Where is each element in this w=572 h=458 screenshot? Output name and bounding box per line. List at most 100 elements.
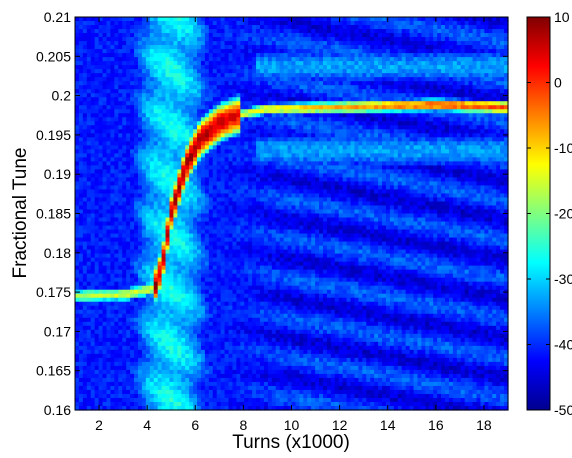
heatmap-cell: [177, 109, 182, 114]
heatmap-cell: [224, 333, 230, 339]
heatmap-cell: [185, 89, 190, 94]
heatmap-cell: [267, 397, 273, 403]
heatmap-cell: [98, 69, 104, 74]
heatmap-cell: [181, 357, 186, 363]
heatmap-cell: [126, 385, 131, 391]
heatmap-cell: [267, 137, 273, 142]
heatmap-cell: [271, 221, 277, 227]
heatmap-cell: [260, 189, 265, 195]
heatmap-cell: [106, 321, 112, 327]
heatmap-cell: [244, 121, 249, 126]
heatmap-cell: [157, 245, 163, 251]
heatmap-cell: [149, 365, 155, 371]
heatmap-cell: [224, 121, 230, 126]
heatmap-cell: [169, 109, 175, 114]
heatmap-cell: [236, 57, 241, 62]
heatmap-cell: [181, 93, 186, 98]
heatmap-cell: [75, 253, 80, 259]
heatmap-cell: [118, 141, 123, 146]
heatmap-cell: [244, 201, 249, 207]
heatmap-cell: [228, 53, 234, 58]
heatmap-cell: [200, 237, 206, 243]
heatmap-cell: [122, 269, 127, 275]
heatmap-cell: [130, 105, 135, 110]
heatmap-cell: [193, 349, 198, 355]
heatmap-cell: [102, 97, 108, 102]
heatmap-cell: [173, 245, 178, 251]
heatmap-cell: [220, 61, 226, 66]
heatmap-cell: [181, 145, 186, 150]
heatmap-cell: [110, 365, 115, 371]
heatmap-cell: [177, 73, 182, 78]
heatmap-cell: [161, 273, 167, 279]
heatmap-cell: [102, 173, 108, 179]
heatmap-cell: [153, 317, 159, 323]
heatmap-cell: [193, 229, 198, 235]
heatmap-cell: [248, 269, 253, 275]
heatmap-cell: [102, 381, 108, 387]
heatmap-cell: [149, 273, 155, 279]
heatmap-cell: [197, 73, 202, 78]
heatmap-cell: [193, 149, 198, 154]
heatmap-cell: [244, 321, 249, 327]
heatmap-cell: [200, 349, 206, 355]
heatmap-cell: [165, 85, 171, 90]
heatmap-cell: [228, 205, 234, 211]
heatmap-cell: [216, 73, 222, 78]
heatmap-cell: [141, 249, 147, 255]
heatmap-cell: [126, 313, 131, 319]
heatmap-cell: [204, 397, 210, 403]
heatmap-cell: [267, 21, 273, 26]
heatmap-cell: [82, 277, 88, 283]
heatmap-cell: [75, 357, 80, 363]
heatmap-cell: [90, 241, 96, 247]
heatmap-cell: [208, 349, 214, 355]
heatmap-cell: [212, 41, 218, 46]
heatmap-cell: [122, 397, 127, 403]
heatmap-cell: [165, 397, 171, 403]
heatmap-cell: [169, 205, 175, 211]
heatmap-cell: [134, 205, 139, 211]
heatmap-cell: [90, 153, 96, 158]
heatmap-cell: [232, 397, 237, 403]
heatmap-cell: [173, 293, 178, 299]
heatmap-cell: [260, 305, 265, 311]
heatmap-cell: [220, 85, 226, 90]
heatmap-cell: [165, 345, 171, 351]
heatmap-cell: [106, 265, 112, 271]
heatmap-cell: [256, 353, 261, 359]
heatmap-cell: [102, 273, 108, 279]
heatmap-cell: [90, 121, 96, 126]
heatmap-cell: [256, 405, 261, 411]
heatmap-cell: [177, 113, 182, 118]
heatmap-cell: [78, 401, 84, 407]
heatmap-cell: [267, 201, 273, 207]
heatmap-cell: [256, 337, 261, 343]
heatmap-cell: [267, 221, 273, 227]
heatmap-cell: [267, 173, 273, 179]
heatmap-cell: [177, 257, 182, 263]
heatmap-cell: [145, 77, 151, 82]
heatmap-cell: [122, 245, 127, 251]
heatmap-cell: [149, 181, 155, 187]
heatmap-cell: [197, 277, 202, 283]
heatmap-cell: [263, 277, 269, 283]
heatmap-cell: [248, 157, 253, 162]
heatmap-cell: [200, 397, 206, 403]
heatmap-cell: [244, 285, 249, 291]
heatmap-cell: [145, 97, 151, 102]
heatmap-cell: [193, 221, 198, 227]
heatmap-cell: [110, 109, 115, 114]
heatmap-cell: [157, 165, 163, 170]
heatmap-cell: [244, 269, 249, 275]
heatmap-cell: [86, 205, 92, 211]
heatmap-cell: [134, 69, 139, 74]
heatmap-cell: [102, 313, 108, 319]
heatmap-cell: [153, 385, 159, 391]
heatmap-cell: [212, 261, 218, 267]
heatmap-cell: [114, 405, 119, 411]
heatmap-cell: [106, 297, 112, 303]
heatmap-cell: [204, 185, 210, 191]
heatmap-cell: [145, 345, 151, 351]
heatmap-cell: [157, 173, 163, 179]
